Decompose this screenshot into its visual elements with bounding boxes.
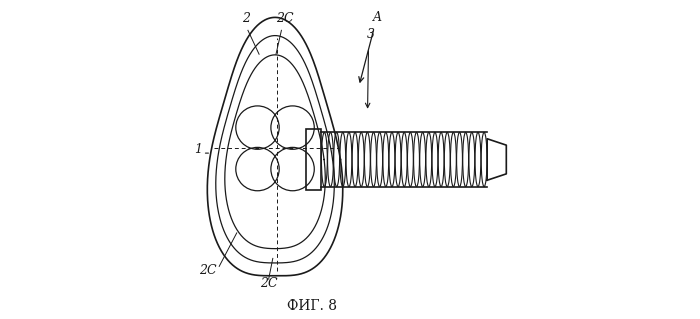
Text: 1: 1 (195, 143, 202, 156)
Text: 3: 3 (367, 28, 374, 41)
Text: 2С: 2С (260, 277, 277, 290)
Text: 2: 2 (242, 12, 251, 25)
Text: 2С: 2С (199, 264, 217, 277)
Text: ФИГ. 8: ФИГ. 8 (287, 299, 337, 313)
Text: 2С: 2С (276, 12, 293, 25)
Text: A: A (372, 11, 382, 24)
